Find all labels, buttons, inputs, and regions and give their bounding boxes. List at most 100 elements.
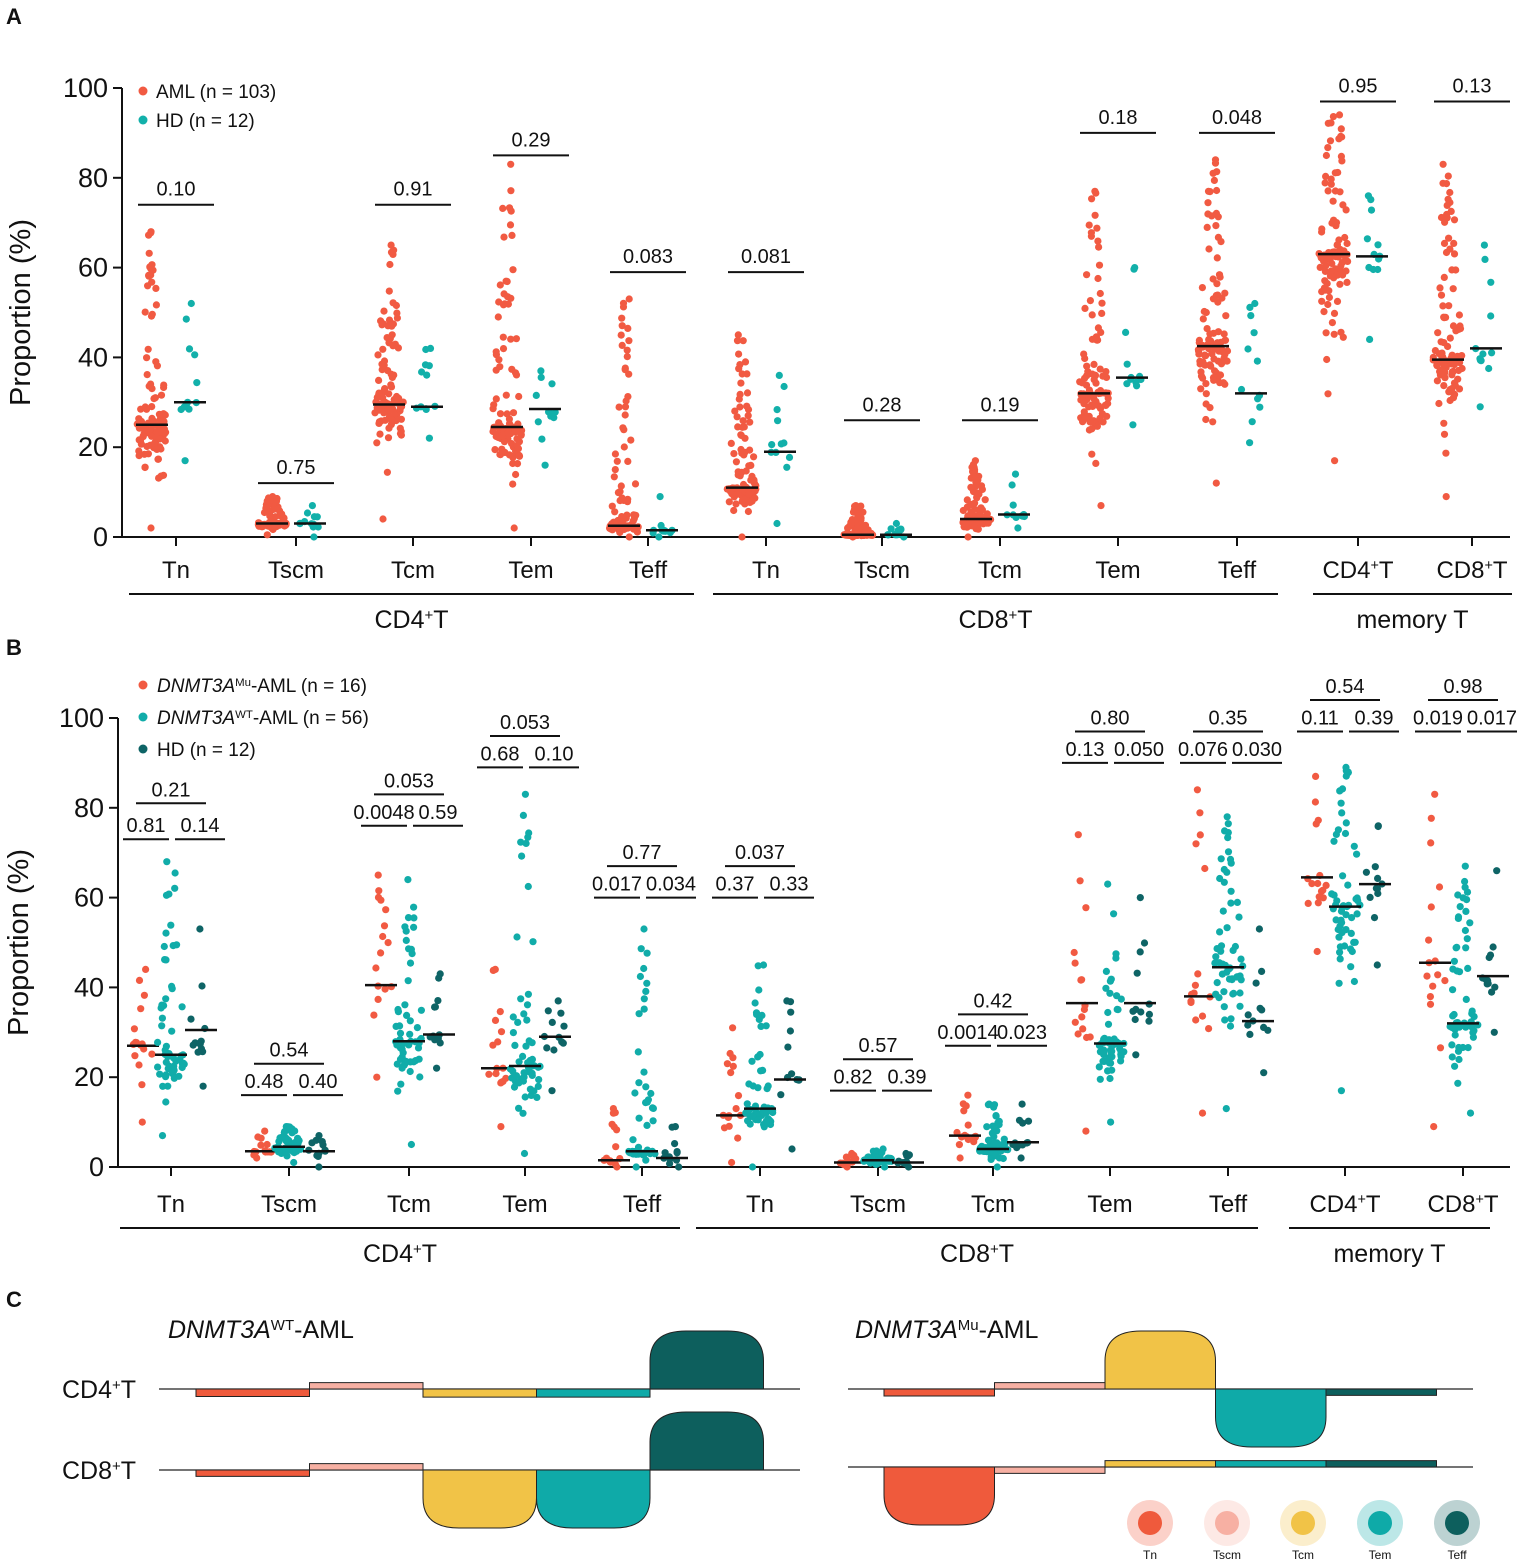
data-point [1192,1016,1200,1024]
data-point [1476,355,1484,363]
data-point [853,507,862,515]
data-point [508,440,516,448]
data-point [1213,254,1221,262]
data-point [1092,459,1100,467]
x-tick-label: Teff [623,1191,662,1218]
data-point [384,434,393,442]
pvalue-label: 0.18 [1099,107,1138,129]
data-point [1333,241,1341,249]
data-point [534,418,542,426]
data-point [1117,1057,1125,1065]
data-point [396,424,404,432]
data-point [1123,360,1131,368]
data-point [278,510,286,518]
data-point [976,511,984,519]
data-point [1487,278,1495,286]
data-point [1440,369,1449,377]
data-point [558,1038,566,1046]
x-tick-label: Teff [1218,557,1257,584]
data-point [1086,1033,1094,1041]
data-point [515,1104,523,1112]
data-point [758,1011,766,1020]
data-point [1258,1006,1266,1014]
legend-label: AML (n = 103) [156,82,276,103]
data-point [524,1059,532,1067]
data-point [1092,189,1100,197]
data-point [1369,265,1377,274]
pvalue-label-top: 0.57 [859,1035,898,1057]
data-point [550,414,558,422]
data-point [1227,899,1235,907]
data-point [1221,336,1230,344]
data-point [1440,382,1448,390]
data-point [1488,988,1496,996]
data-point [1450,250,1459,258]
data-point [1227,859,1235,867]
data-point [1223,813,1231,821]
y-tick-label: 100 [59,703,104,733]
data-point [777,1091,785,1099]
data-point [1219,348,1227,356]
data-point [157,391,166,399]
data-point [1104,1008,1112,1017]
data-point [393,1060,401,1068]
data-point [141,308,149,316]
data-point [1370,914,1379,922]
data-point [254,1133,262,1141]
data-point [544,1007,552,1015]
data-point [163,858,171,866]
data-point [1367,196,1375,204]
data-point [751,494,759,502]
data-point [1459,1043,1467,1052]
data-point [1442,180,1451,188]
data-point [760,1108,769,1116]
data-point [1336,787,1344,795]
data-point [1252,979,1260,987]
pvalue-label-top: 0.35 [1209,707,1248,729]
data-point [1106,977,1114,985]
data-point [1327,267,1335,275]
panel-label-a: A [6,4,22,29]
data-point [1336,955,1344,963]
data-point [1323,355,1331,364]
data-point [379,932,387,941]
data-point [412,1057,420,1065]
data-point [998,1141,1006,1149]
data-point [189,1041,197,1049]
data-point [528,1071,536,1079]
data-point [404,977,412,985]
data-point [1213,280,1221,288]
data-point [1110,910,1118,918]
data-point [1014,524,1022,532]
data-point [1445,302,1453,310]
subset-legend-marker [1291,1511,1315,1535]
data-point [1237,955,1245,963]
data-point [509,1013,517,1021]
data-point [743,389,752,397]
data-point [1088,370,1096,378]
group-label: CD8+T [940,1240,1014,1268]
data-point [1235,913,1243,921]
data-point [1338,809,1346,817]
x-tick-label: Tcm [387,1191,431,1218]
data-point [521,790,530,798]
data-point [1446,188,1454,197]
data-point [494,433,502,442]
data-point [1350,938,1358,947]
data-point [1334,826,1342,834]
data-point [620,443,628,451]
data-point [1366,893,1374,902]
data-point [734,1092,743,1100]
data-point [273,494,281,503]
data-point [727,1069,735,1077]
data-point [143,354,151,362]
data-point [643,949,651,957]
data-point [1129,421,1137,429]
data-point [1009,501,1017,509]
data-point [1445,234,1453,242]
data-point [848,516,856,524]
data-point [754,1053,762,1061]
data-point [1194,970,1202,978]
data-point [632,1163,640,1171]
subset-legend-label: Tn [1143,1548,1157,1562]
